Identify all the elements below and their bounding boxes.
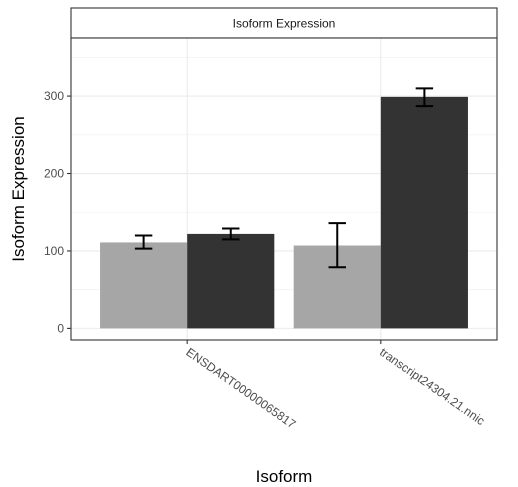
x-axis: ENSDART00000065817 transcript24304.21.nni… <box>183 340 487 432</box>
strip-title: Isoform Expression <box>233 17 336 31</box>
plot-panel-border <box>70 37 498 341</box>
bar <box>380 96 468 329</box>
x-axis-title: Isoform <box>256 467 313 486</box>
strip-background <box>70 7 498 39</box>
y-tick-label: 0 <box>57 321 64 335</box>
bars <box>100 96 468 329</box>
y-tick-label: 200 <box>44 167 64 181</box>
y-axis-title: Isoform Expression <box>9 116 28 262</box>
y-axis: 0 100 200 300 <box>44 89 71 335</box>
x-tick-label: transcript24304.21.nnic <box>377 345 487 428</box>
bar <box>187 233 275 329</box>
bar <box>100 242 188 329</box>
error-bars <box>134 87 434 269</box>
y-tick-label: 100 <box>44 244 64 258</box>
x-tick-label: ENSDART00000065817 <box>183 345 298 432</box>
y-tick-label: 300 <box>44 89 64 103</box>
